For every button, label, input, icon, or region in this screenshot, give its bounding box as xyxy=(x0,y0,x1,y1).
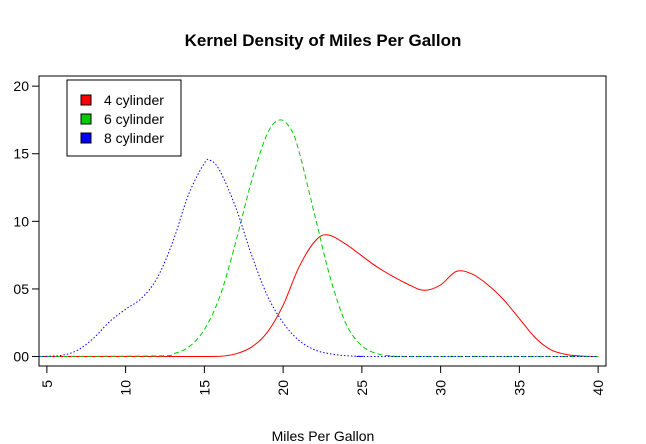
legend-swatch xyxy=(80,94,92,106)
x-tick-label: 25 xyxy=(354,380,370,396)
x-tick-label: 5 xyxy=(39,380,55,388)
y-tick-label: 20 xyxy=(13,78,29,94)
chart-title: Kernel Density of Miles Per Gallon xyxy=(185,31,462,50)
legend-label: 8 cylinder xyxy=(104,130,164,146)
y-tick-label: 15 xyxy=(13,146,29,162)
x-axis-label: Miles Per Gallon xyxy=(272,428,375,444)
series-line-6-cylinder xyxy=(38,119,599,358)
x-tick-label: 40 xyxy=(590,380,606,396)
x-tick-label: 35 xyxy=(511,380,527,396)
legend-label: 6 cylinder xyxy=(104,111,164,127)
x-tick-label: 15 xyxy=(196,380,212,396)
legend: 4 cylinder 6 cylinder 8 cylinder xyxy=(66,79,182,157)
y-tick-label: 00 xyxy=(13,349,29,365)
y-tick-label: 05 xyxy=(13,281,29,297)
legend-swatch xyxy=(80,113,92,125)
x-tick-label: 10 xyxy=(118,380,134,396)
series-line-4-cylinder xyxy=(38,234,599,358)
x-tick-label: 20 xyxy=(275,380,291,396)
series-line-8-cylinder xyxy=(38,158,599,358)
x-tick-label: 30 xyxy=(433,380,449,396)
legend-swatch xyxy=(80,132,92,144)
x-axis: 5 10 15 20 25 30 35 40 xyxy=(39,366,606,396)
series-layer xyxy=(38,119,599,358)
y-axis: 00 05 10 15 20 xyxy=(13,78,39,365)
legend-label: 4 cylinder xyxy=(104,92,164,108)
y-tick-label: 10 xyxy=(13,213,29,229)
